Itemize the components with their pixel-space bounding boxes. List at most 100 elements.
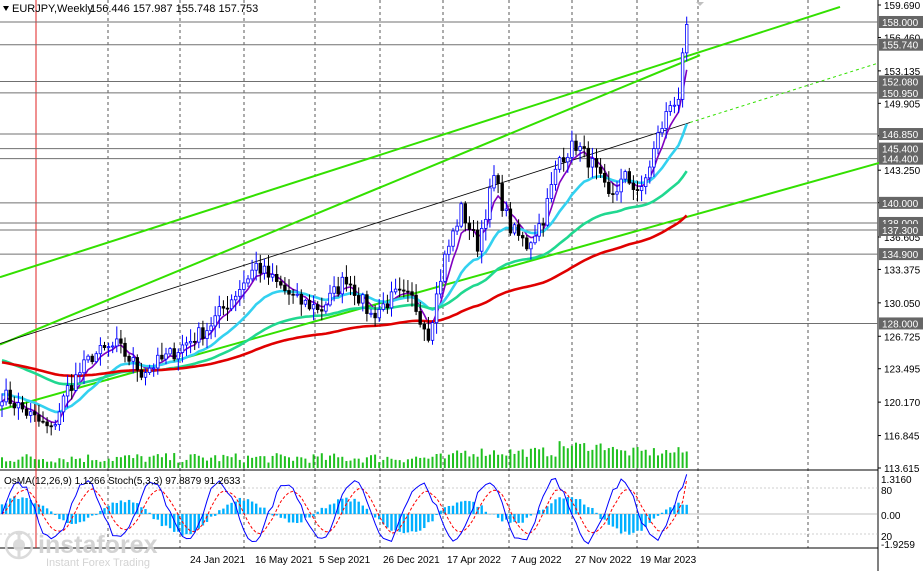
candle-body	[144, 373, 147, 378]
candle-body	[66, 386, 69, 396]
candle-body	[538, 224, 541, 236]
volume-bar	[661, 454, 663, 468]
osma-bar	[243, 501, 245, 514]
volume-bar	[13, 462, 15, 468]
shift-marker-icon[interactable]	[696, 2, 704, 6]
symbol-label: EURJPY,Weekly	[12, 3, 93, 15]
candle-body	[132, 358, 135, 362]
volume-bar	[5, 461, 7, 468]
candle-body	[513, 225, 516, 233]
candle-body	[337, 287, 340, 294]
candle-body	[148, 368, 151, 372]
volume-bar	[587, 451, 589, 468]
osma-bar	[181, 514, 183, 536]
osma-bar	[563, 499, 565, 514]
candle-body	[263, 266, 266, 273]
candle-body	[431, 323, 434, 341]
osma-bar	[251, 502, 253, 514]
time-label: 5 Sep 2021	[319, 555, 371, 566]
volume-bar	[411, 459, 413, 468]
volume-bar	[26, 454, 28, 468]
osma-bar	[112, 503, 114, 514]
candle-body	[107, 347, 110, 348]
osma-bar	[116, 503, 118, 514]
volume-bar	[485, 456, 487, 468]
volume-bar	[555, 457, 557, 468]
volume-bar	[17, 460, 19, 468]
candle-body	[579, 147, 582, 151]
volume-bar	[432, 457, 434, 468]
candle-body	[366, 295, 369, 314]
osma-bar	[276, 514, 278, 515]
candle-body	[386, 304, 389, 308]
candle-body	[87, 356, 90, 360]
osma-bar	[288, 514, 290, 522]
osma-bar	[587, 507, 589, 514]
osma-bar	[497, 514, 499, 518]
osma-bar	[17, 499, 19, 514]
candle-body	[620, 179, 623, 192]
osma-bar	[616, 514, 618, 528]
candle-body	[423, 324, 426, 329]
candle-body	[546, 199, 549, 226]
indicator-tick-label: 80	[881, 486, 893, 497]
volume-bar	[280, 455, 282, 468]
candle-body	[95, 354, 98, 362]
volume-bar	[481, 449, 483, 468]
level-label: 158.000	[882, 18, 919, 29]
candle-body	[288, 291, 291, 295]
candle-body	[202, 328, 205, 339]
osma-bar	[263, 508, 265, 514]
volume-bar	[386, 457, 388, 468]
volume-bar	[313, 454, 315, 468]
osma-bar	[83, 514, 85, 521]
volume-bar	[194, 454, 196, 468]
candle-body	[382, 304, 385, 310]
osma-bar	[349, 501, 351, 514]
candle-body	[616, 192, 619, 194]
volume-bar	[227, 456, 229, 468]
osma-bar	[636, 514, 638, 531]
volume-bar	[489, 455, 491, 468]
volume-bar	[67, 462, 69, 468]
osma-bar	[50, 511, 52, 514]
level-label: 146.850	[882, 130, 919, 141]
price-tick-label: 116.845	[884, 432, 920, 443]
volume-bar	[604, 450, 606, 468]
volume-bar	[284, 456, 286, 468]
collapse-triangle-icon[interactable]	[3, 6, 9, 11]
osma-bar	[628, 514, 630, 535]
time-label: 26 Dec 2021	[383, 555, 440, 566]
volume-bar	[341, 457, 343, 468]
volume-bar	[571, 446, 573, 468]
instaforex-logo-icon	[6, 532, 32, 558]
volume-bar	[112, 461, 114, 468]
volume-bar	[190, 454, 192, 468]
volume-bar	[686, 451, 688, 468]
osma-bar	[661, 513, 663, 514]
candle-body	[173, 349, 176, 359]
osma-bar	[624, 514, 626, 532]
osma-bar	[103, 508, 105, 514]
osma-bar	[374, 514, 376, 517]
osma-bar	[325, 508, 327, 514]
candle-body	[21, 403, 24, 409]
candle-body	[54, 425, 57, 426]
candle-body	[46, 422, 49, 426]
osma-bar	[87, 514, 89, 518]
candle-body	[321, 310, 324, 311]
volume-bar	[534, 448, 536, 468]
volume-bar	[497, 455, 499, 468]
osma-bar	[550, 503, 552, 514]
osma-bar	[620, 514, 622, 533]
volume-bar	[403, 462, 405, 468]
volume-bar	[657, 455, 659, 468]
volume-bar	[530, 449, 532, 468]
candle-body	[681, 53, 684, 100]
osma-bar	[120, 500, 122, 514]
candle-body	[419, 311, 422, 324]
osma-bar	[653, 514, 655, 519]
